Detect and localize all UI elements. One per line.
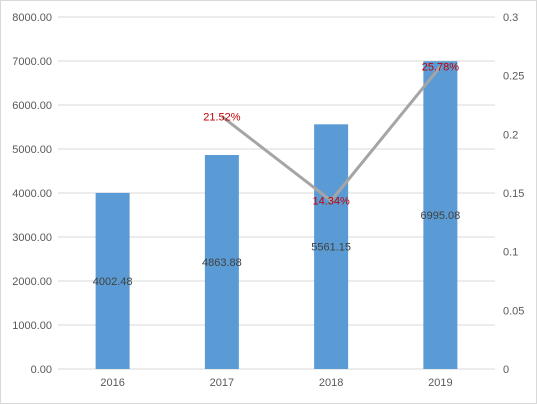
left-axis-tick-label: 3000.00 [12,232,52,244]
bar-data-label: 6995.08 [420,210,460,222]
right-axis-tick-label: 0.25 [503,71,524,83]
x-axis-tick-label: 2019 [428,377,452,389]
bar-data-labels: 4002.48 4863.88 5561.15 6995.08 [93,210,461,288]
right-axis-tick-label: 0.1 [503,247,518,259]
left-axis-tick-label: 8000.00 [12,12,52,24]
x-axis-tick-label: 2017 [210,377,234,389]
bar [314,124,349,369]
left-axis-tick-label: 7000.00 [12,56,52,68]
x-axis-ticks: 2016 2017 2018 2019 [100,377,452,389]
right-axis-tick-label: 0.3 [503,12,518,24]
bar [95,192,130,369]
gridlines [58,16,495,370]
line-data-labels: 21.52% 14.34% 25.78% [203,62,459,208]
left-axis-tick-label: 2000.00 [12,276,52,288]
right-axis-tick-label: 0.2 [503,129,518,141]
x-axis-tick-label: 2018 [319,377,343,389]
bar-data-label: 5561.15 [311,242,351,254]
left-axis-tick-label: 0.00 [31,364,52,376]
x-axis-tick-label: 2016 [100,377,124,389]
bar-data-label: 4863.88 [202,257,242,269]
line-data-label: 25.78% [422,62,460,74]
bar-series [95,61,458,369]
line-path [220,65,442,203]
right-axis-tick-label: 0 [503,364,509,376]
right-axis-tick-label: 0.05 [503,305,524,317]
line-data-label: 21.52% [203,111,241,123]
right-axis-tick-label: 0.15 [503,188,524,200]
bar-data-label: 4002.48 [93,276,133,288]
left-axis-tick-label: 5000.00 [12,144,52,156]
left-axis-tick-label: 6000.00 [12,100,52,112]
left-axis-tick-label: 4000.00 [12,188,52,200]
right-axis-ticks: 0 0.05 0.1 0.15 0.2 0.25 0.3 [503,12,524,376]
left-axis-tick-label: 1000.00 [12,320,52,332]
bar [423,61,458,369]
line-series [220,65,442,203]
bar [204,154,239,369]
left-axis-ticks: 0.00 1000.00 2000.00 3000.00 4000.00 5000.00 6… [12,12,52,376]
line-data-label: 14.34% [312,196,350,208]
